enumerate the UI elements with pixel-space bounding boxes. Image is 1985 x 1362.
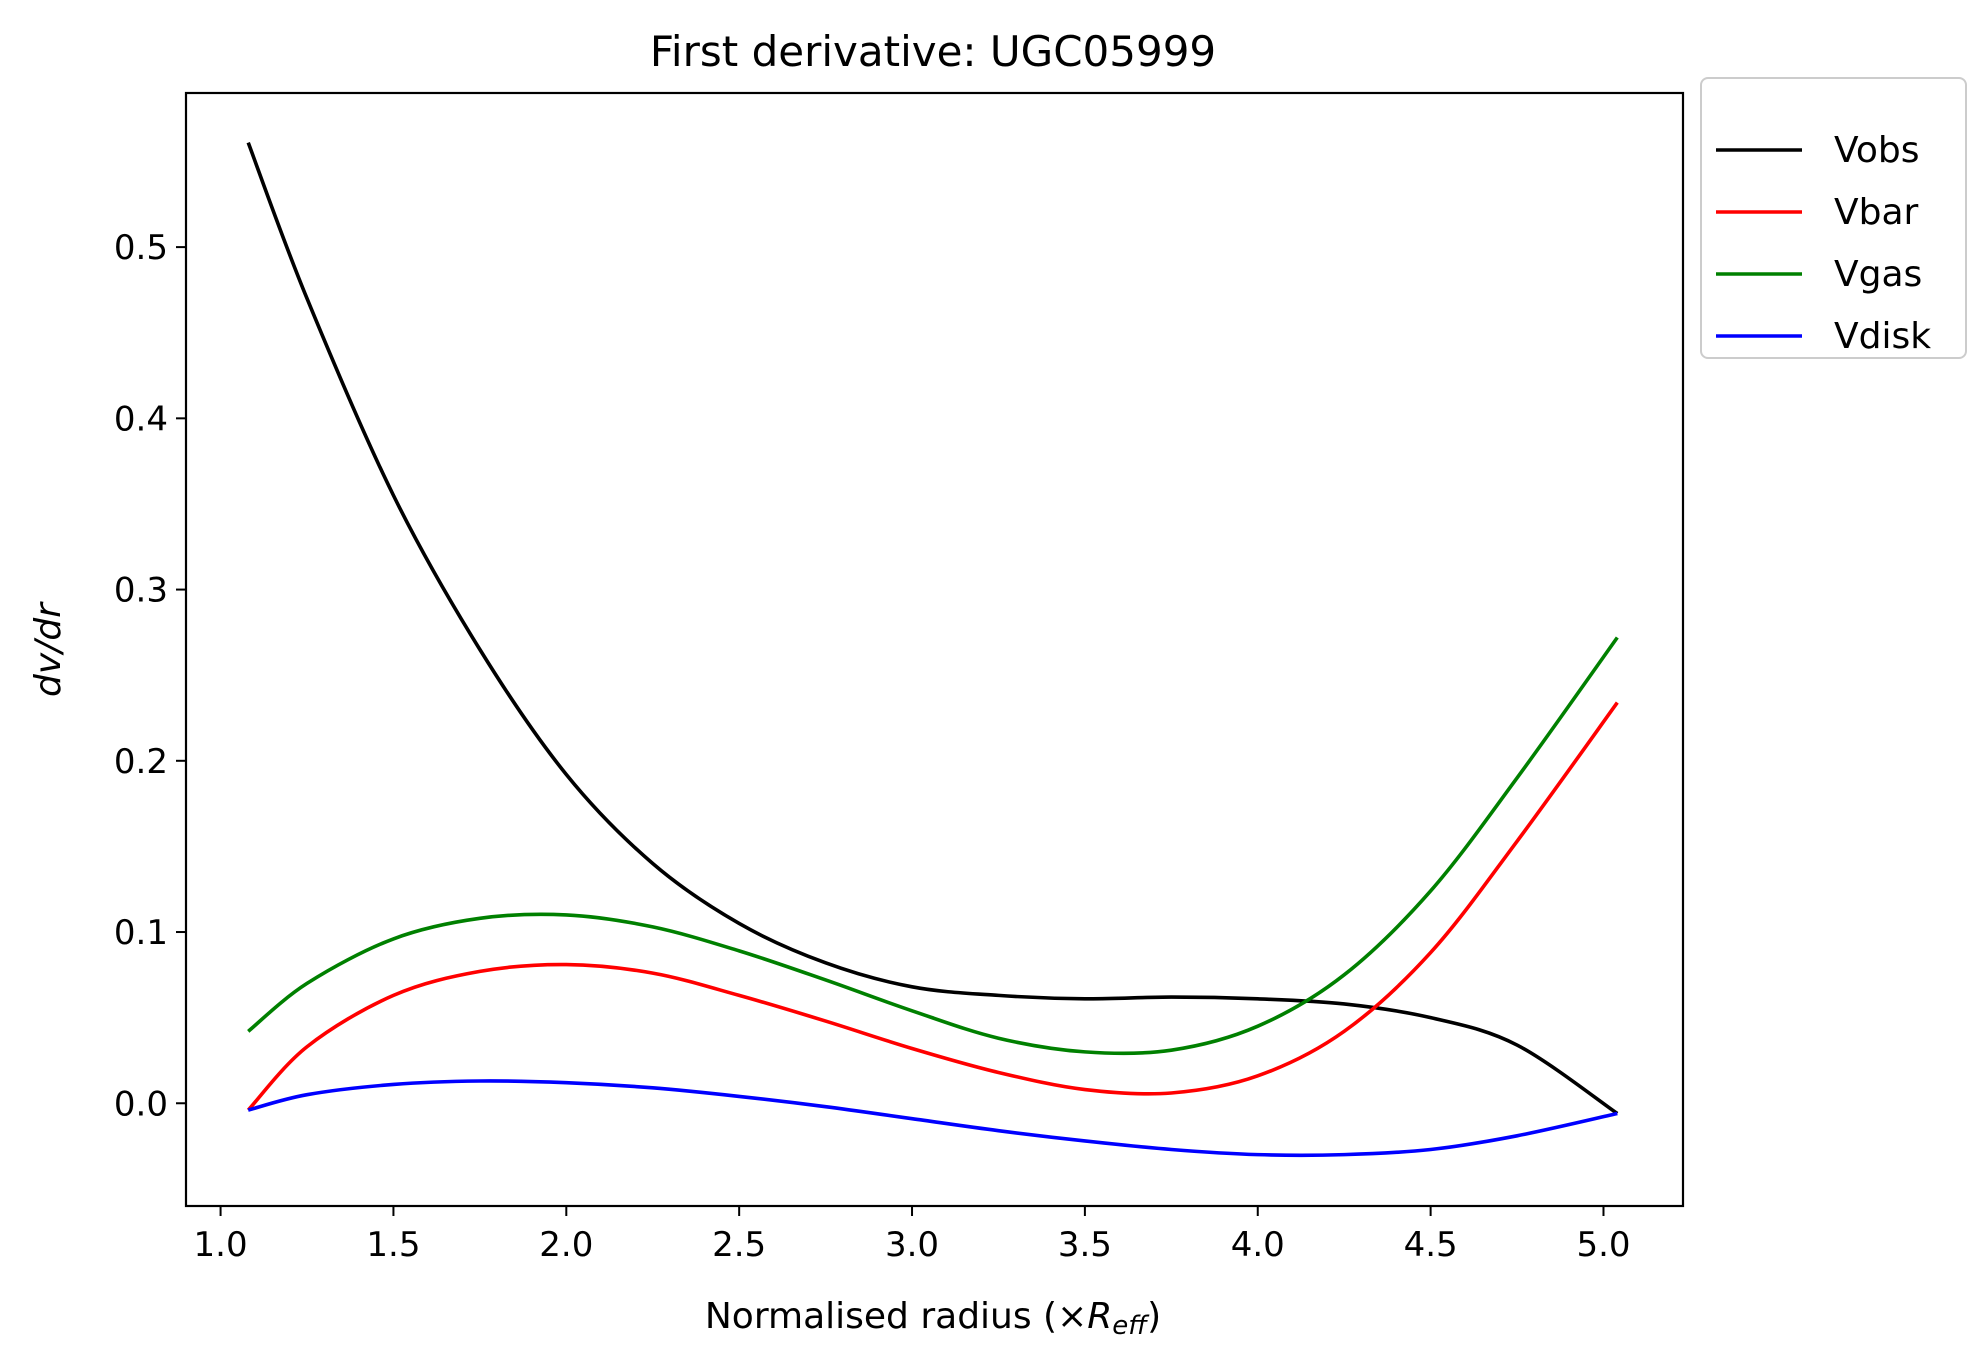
chart-title: First derivative: UGC05999 [650, 27, 1216, 76]
x-tick-label: 1.5 [366, 1225, 420, 1265]
x-tick-label: 4.0 [1231, 1225, 1285, 1265]
x-tick-label: 1.0 [194, 1225, 248, 1265]
y-tick-label: 0.2 [114, 742, 168, 782]
y-axis: 0.0 0.1 0.2 0.3 0.4 0.5 [114, 228, 186, 1124]
legend: Vobs Vbar Vgas Vdisk [1700, 77, 1967, 359]
series-layer [246, 142, 1619, 1158]
plot-area [184, 91, 1685, 1208]
series-line-vdisk [247, 1079, 1618, 1158]
y-tick-label: 0.0 [114, 1084, 168, 1124]
x-tick-label: 2.5 [712, 1225, 766, 1265]
legend-items: Vobs Vbar Vgas Vdisk [1716, 130, 1931, 357]
x-axis: 1.0 1.5 2.0 2.5 3.0 3.5 4.0 4.5 5.0 [194, 1206, 1631, 1265]
legend-label-vobs: Vobs [1834, 130, 1919, 171]
x-tick-label: 3.5 [1058, 1225, 1112, 1265]
series-line-vobs [246, 142, 1619, 1116]
plot-frame [184, 91, 1685, 1208]
x-axis-label: Normalised radius (×Reff) [705, 1296, 1161, 1341]
y-tick-label: 0.5 [114, 228, 168, 268]
x-tick-label: 5.0 [1576, 1225, 1630, 1265]
legend-frame [1700, 77, 1967, 359]
x-tick-label: 4.5 [1404, 1225, 1458, 1265]
y-tick-label: 0.4 [114, 399, 168, 439]
legend-label-vdisk: Vdisk [1834, 316, 1931, 357]
y-tick-label: 0.3 [114, 571, 168, 611]
legend-label-vgas: Vgas [1834, 254, 1922, 295]
x-tick-label: 2.0 [539, 1225, 593, 1265]
legend-label-vbar: Vbar [1834, 192, 1919, 233]
x-tick-label: 3.0 [885, 1225, 939, 1265]
series-line-vbar [246, 701, 1619, 1112]
series-line-vgas [247, 636, 1619, 1056]
y-tick-label: 0.1 [114, 913, 168, 953]
y-axis-label: dv/dr [28, 601, 69, 697]
